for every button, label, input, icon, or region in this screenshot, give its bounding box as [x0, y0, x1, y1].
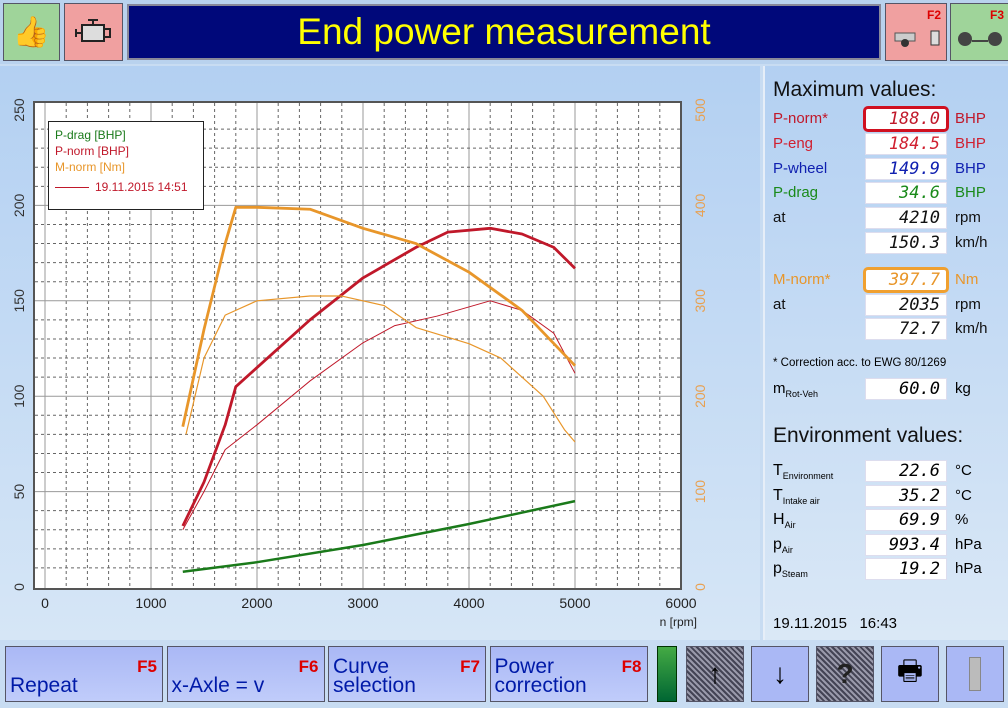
max-value: 72.7: [865, 318, 947, 341]
max-value: 397.7: [863, 266, 949, 293]
x-tick-label: 5000: [559, 595, 590, 611]
vehicle-button[interactable]: F2: [885, 3, 947, 61]
y-left-tick-label: 250: [11, 98, 27, 122]
status-indicator: [657, 646, 677, 702]
max-value: 149.9: [865, 157, 947, 180]
x-tick-label: 0: [41, 595, 49, 611]
arrow-down-icon: ↓: [773, 658, 787, 689]
help-icon: ?: [836, 658, 854, 689]
y-left-tick-label: 200: [11, 194, 27, 218]
max-row: P-wheel 149.9 BHP: [773, 157, 986, 180]
env-value: 35.2: [865, 484, 947, 507]
car-dyno-icon: [894, 30, 940, 47]
legend-item-p-drag: P-drag [BHP]: [55, 128, 126, 142]
env-row: TEnvironment 22.6 °C: [773, 460, 972, 482]
legend-item-m-norm: M-norm [Nm]: [55, 160, 125, 174]
y-right-tick-label: 100: [692, 480, 708, 504]
env-value: 22.6: [865, 460, 947, 482]
y-left-tick-label: 100: [11, 384, 27, 408]
values-panel: Maximum values: P-norm* 188.0 BHP P-eng 184.…: [763, 66, 1008, 640]
x-tick-label: 4000: [453, 595, 484, 611]
printer-icon: 🖶: [896, 655, 924, 686]
print-button[interactable]: 🖶: [881, 646, 939, 702]
series-line-1: [181, 226, 576, 527]
chart-legend: P-drag [BHP] P-norm [BHP] M-norm [Nm] 19…: [48, 121, 204, 210]
max-value: 34.6: [865, 182, 947, 205]
mass-value: 60.0: [865, 378, 947, 400]
door-icon: [969, 657, 981, 691]
scroll-up-button[interactable]: ↑: [686, 646, 744, 702]
env-value: 993.4: [865, 533, 947, 556]
max-value: 4210: [865, 207, 947, 230]
env-value: 19.2: [865, 558, 947, 581]
max-value: 184.5: [865, 132, 947, 155]
max-row: 150.3 km/h: [773, 232, 1003, 254]
y-right-tick-label: 400: [692, 194, 708, 218]
y-left-tick-label: 150: [11, 289, 27, 313]
power-chart-panel: 0 1000 2000 3000 4000 5000 6000 0 50 100 150 200 250…: [0, 66, 760, 640]
function-button-f8[interactable]: F8 Power correction: [489, 646, 648, 702]
correction-note: * Correction acc. to EWG 80/1269: [773, 357, 947, 369]
y-left-tick-label: 0: [11, 583, 27, 591]
axle-icon: [958, 32, 1002, 46]
help-button[interactable]: ?: [816, 646, 874, 702]
function-button-f6[interactable]: F6 x-Axle = v: [166, 646, 325, 702]
header-bar: 👍 End power measurement F2 F3: [0, 0, 1008, 64]
max-row: P-norm* 188.0 BHP: [773, 106, 986, 132]
function-button-f5[interactable]: F5 Repeat: [5, 646, 163, 702]
x-tick-label: 2000: [241, 595, 272, 611]
arrow-up-icon: ↑: [708, 658, 722, 689]
max-row: 72.7 km/h: [773, 318, 1003, 341]
axle-button[interactable]: F3: [950, 3, 1008, 61]
engine-icon: [74, 19, 111, 42]
max-row: at 2035 rpm: [773, 293, 981, 316]
x-axis-label: n [rpm]: [660, 615, 697, 629]
thumbs-up-button[interactable]: 👍: [3, 3, 60, 61]
max-value: 188.0: [863, 106, 949, 132]
legend-date: 19.11.2015 14:51: [95, 180, 188, 194]
exit-button[interactable]: [946, 646, 1004, 702]
env-row: pAir 993.4 hPa: [773, 533, 982, 556]
series-line-3: [181, 205, 577, 428]
page-title: End power measurement: [127, 4, 881, 60]
max-value: 2035: [865, 293, 947, 316]
series-line-4: [185, 295, 576, 443]
y-right-tick-label: 0: [692, 583, 708, 591]
env-row: TIntake air 35.2 °C: [773, 484, 972, 507]
y-right-tick-label: 500: [692, 98, 708, 122]
thumbs-up-icon: 👍: [12, 15, 51, 49]
x-tick-label: 1000: [135, 595, 166, 611]
env-row: pSteam 19.2 hPa: [773, 558, 982, 581]
y-right-tick-label: 300: [692, 289, 708, 313]
mass-row: mRot-Veh 60.0 kg: [773, 378, 971, 400]
max-values-title: Maximum values:: [773, 78, 937, 101]
max-row: M-norm* 397.7 Nm: [773, 266, 979, 293]
footer-toolbar: F5 Repeat F6 x-Axle = v F7 Curve selection F8 P…: [0, 642, 1008, 708]
y-right-tick-label: 200: [692, 384, 708, 408]
max-value: 150.3: [865, 232, 947, 254]
max-row: P-eng 184.5 BHP: [773, 132, 986, 155]
engine-button[interactable]: [64, 3, 123, 61]
legend-date-entry: 19.11.2015 14:51: [55, 180, 197, 194]
env-row: HAir 69.9%: [773, 509, 969, 532]
env-value: 69.9: [865, 509, 947, 532]
y-left-tick-label: 50: [11, 484, 27, 500]
max-row: P-drag 34.6 BHP: [773, 182, 986, 205]
legend-item-p-norm: P-norm [BHP]: [55, 144, 130, 158]
env-values-title: Environment values:: [773, 424, 964, 447]
current-datetime: 19.11.2015 16:43: [773, 615, 897, 632]
scroll-down-button[interactable]: ↓: [751, 646, 809, 702]
x-tick-label: 6000: [665, 595, 696, 611]
series-line-0: [182, 499, 576, 573]
x-tick-label: 3000: [347, 595, 378, 611]
function-button-f7[interactable]: F7 Curve selection: [328, 646, 486, 702]
max-row: at 4210 rpm: [773, 207, 981, 230]
